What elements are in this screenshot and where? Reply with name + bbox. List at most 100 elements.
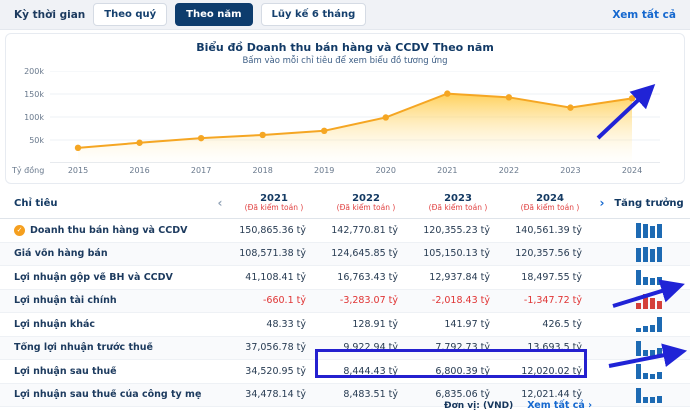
growth-bar	[643, 326, 648, 333]
growth-bar	[657, 301, 662, 309]
period-toolbar: Kỳ thời gian Theo quýTheo nămLũy kế 6 th…	[0, 0, 690, 30]
value-cell: 12,937.84 tỷ	[412, 272, 504, 283]
period-tab-3[interactable]: Lũy kế 6 tháng	[261, 3, 367, 26]
period-tab-1[interactable]: Theo quý	[93, 3, 167, 26]
y-axis-tick: 50k	[8, 136, 44, 145]
value-cell: 48.33 tỷ	[228, 319, 320, 330]
row-label: Lợi nhuận gộp về BH và CCDV	[0, 272, 212, 283]
table-row[interactable]: Lợi nhuận gộp về BH và CCDV41,108.41 tỷ1…	[0, 266, 690, 290]
growth-bar	[650, 325, 655, 332]
value-cell: 426.5 tỷ	[504, 319, 596, 330]
value-cell: 34,520.95 tỷ	[228, 366, 320, 377]
value-cell: 142,770.81 tỷ	[320, 225, 412, 236]
table-row[interactable]: Giá vốn hàng bán 108,571.38 tỷ124,645.85 …	[0, 243, 690, 267]
growth-bar	[650, 374, 655, 379]
row-label: Lợi nhuận sau thuế	[0, 366, 212, 377]
chevron-left-icon[interactable]: ‹	[212, 196, 228, 210]
growth-bar	[643, 350, 648, 356]
row-label: Tổng lợi nhuận trước thuế	[0, 342, 212, 353]
growth-bar	[657, 224, 662, 238]
row-label: Lợi nhuận khác	[0, 319, 212, 330]
value-cell: 140,561.39 tỷ	[504, 225, 596, 236]
value-cell: 124,645.85 tỷ	[320, 248, 412, 259]
x-axis-tick: 2020	[369, 166, 403, 175]
y-axis-tick: 150k	[8, 90, 44, 99]
value-cell: -660.1 tỷ	[228, 295, 320, 306]
value-cell: 141.97 tỷ	[412, 319, 504, 330]
footer-view-all-link[interactable]: Xem tất cả ›	[527, 400, 592, 411]
growth-bar	[650, 350, 655, 356]
value-cell: 16,763.43 tỷ	[320, 272, 412, 283]
chevron-right-icon[interactable]: ›	[596, 196, 608, 210]
growth-bar	[657, 247, 662, 262]
revenue-chart-card: Biểu đồ Doanh thu bán hàng và CCDV Theo …	[5, 33, 685, 184]
value-cell: 108,571.38 tỷ	[228, 248, 320, 259]
value-cell: 105,150.13 tỷ	[412, 248, 504, 259]
growth-bar	[636, 248, 641, 262]
value-cell: 120,355.23 tỷ	[412, 225, 504, 236]
growth-bar	[643, 373, 648, 379]
value-cell: 41,108.41 tỷ	[228, 272, 320, 283]
value-cell: 9,922.94 tỷ	[320, 342, 412, 353]
growth-bar	[636, 341, 641, 356]
value-cell: 13,693.5 tỷ	[504, 342, 596, 353]
growth-bar	[657, 277, 662, 285]
x-axis-tick: 2016	[123, 166, 157, 175]
table-row[interactable]: Tổng lợi nhuận trước thuế 37,056.78 tỷ9,9…	[0, 337, 690, 361]
value-cell: 8,444.43 tỷ	[320, 366, 412, 377]
row-label: Giá vốn hàng bán	[0, 248, 212, 259]
view-all-link[interactable]: Xem tất cả	[612, 9, 676, 21]
chart-plot-area: Tỷ đồng 200k150k100k50k20152016201720182…	[6, 69, 684, 181]
row-label: Lợi nhuận tài chính	[0, 295, 212, 306]
selected-metric-icon: ✓	[14, 225, 25, 236]
growth-bar	[643, 294, 648, 309]
growth-mini-chart	[608, 316, 690, 332]
period-tabs: Theo quý Theo năm Lũy kế 6 tháng	[93, 3, 366, 26]
growth-bar	[636, 364, 641, 379]
column-header-year-2024: 2024(Đã kiểm toán )	[504, 193, 596, 213]
table-row[interactable]: Lợi nhuận khác48.33 tỷ128.91 tỷ141.97 tỷ…	[0, 313, 690, 337]
value-cell: 12,020.02 tỷ	[504, 366, 596, 377]
value-cell: 7,792.73 tỷ	[412, 342, 504, 353]
chart-title: Biểu đồ Doanh thu bán hàng và CCDV Theo …	[6, 41, 684, 54]
growth-bar	[650, 249, 655, 262]
growth-mini-chart	[608, 293, 690, 309]
value-cell: -3,283.07 tỷ	[320, 295, 412, 306]
value-cell: 120,357.56 tỷ	[504, 248, 596, 259]
column-header-growth: Tăng trưởng	[608, 198, 690, 209]
growth-bar	[636, 303, 641, 308]
x-axis-tick: 2017	[184, 166, 218, 175]
table-header: Chỉ tiêu ‹ 2021(Đã kiểm toán )2022(Đã ki…	[0, 188, 690, 219]
growth-bar	[636, 328, 641, 332]
chevron-right-icon: ›	[588, 400, 592, 411]
growth-bar	[636, 223, 641, 238]
column-header-year-2022: 2022(Đã kiểm toán )	[320, 193, 412, 213]
financial-report-panel: Kỳ thời gian Theo quýTheo nămLũy kế 6 th…	[0, 0, 690, 413]
table-row[interactable]: Lợi nhuận tài chính -660.1 tỷ-3,283.07 tỷ…	[0, 290, 690, 314]
row-label: ✓Doanh thu bán hàng và CCDV	[0, 225, 212, 236]
value-cell: 18,497.55 tỷ	[504, 272, 596, 283]
growth-bar	[636, 270, 641, 285]
table-body: ✓Doanh thu bán hàng và CCDV150,865.36 tỷ…	[0, 219, 690, 407]
y-axis-tick: 200k	[8, 67, 44, 76]
growth-mini-chart	[608, 246, 690, 262]
chart-unit-label: Tỷ đồng	[12, 166, 44, 175]
value-cell: 37,056.78 tỷ	[228, 342, 320, 353]
value-cell: -1,347.72 tỷ	[504, 295, 596, 306]
x-axis-tick: 2024	[615, 166, 649, 175]
value-cell: -2,018.43 tỷ	[412, 295, 504, 306]
table-row[interactable]: Lợi nhuận sau thuế 34,520.95 tỷ8,444.43 t…	[0, 360, 690, 384]
growth-bar	[657, 317, 662, 332]
column-header-year-2023: 2023(Đã kiểm toán )	[412, 193, 504, 213]
unit-note: Đơn vị: (VND)	[444, 401, 513, 411]
growth-mini-chart	[608, 363, 690, 379]
growth-mini-chart	[608, 222, 690, 238]
value-cell: 6,800.39 tỷ	[412, 366, 504, 377]
growth-bar	[643, 224, 648, 238]
growth-bar	[657, 372, 662, 379]
period-tab-2[interactable]: Theo năm	[175, 3, 252, 26]
column-header-year-2021: 2021(Đã kiểm toán )	[228, 193, 320, 213]
x-axis-tick: 2018	[246, 166, 280, 175]
growth-mini-chart	[608, 340, 690, 356]
table-row[interactable]: ✓Doanh thu bán hàng và CCDV150,865.36 tỷ…	[0, 219, 690, 243]
